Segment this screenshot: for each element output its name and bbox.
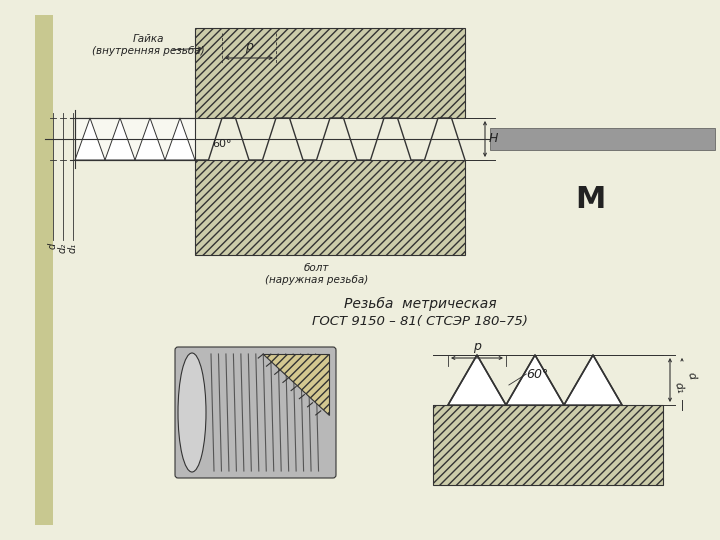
FancyBboxPatch shape xyxy=(175,347,336,478)
Text: Гайка
(внутренняя резьба): Гайка (внутренняя резьба) xyxy=(91,34,204,56)
Polygon shape xyxy=(506,355,564,405)
Bar xyxy=(75,118,195,160)
Text: H: H xyxy=(489,132,498,145)
Text: p: p xyxy=(473,340,481,353)
Bar xyxy=(490,128,715,150)
Text: болт
(наружная резьба): болт (наружная резьба) xyxy=(265,263,368,285)
Polygon shape xyxy=(105,118,135,160)
Text: 60°: 60° xyxy=(526,368,549,381)
Text: Резьба  метрическая: Резьба метрическая xyxy=(343,297,496,311)
Polygon shape xyxy=(564,355,622,405)
Polygon shape xyxy=(135,118,165,160)
Text: d: d xyxy=(686,372,698,381)
Text: d₂: d₂ xyxy=(58,243,68,253)
Polygon shape xyxy=(264,354,329,415)
Text: d₁: d₁ xyxy=(673,381,685,395)
Text: d: d xyxy=(48,243,58,249)
Polygon shape xyxy=(75,118,105,160)
Polygon shape xyxy=(448,355,506,405)
Text: p: p xyxy=(245,40,253,53)
Bar xyxy=(55,285,715,535)
Text: M: M xyxy=(575,186,606,214)
Bar xyxy=(35,15,53,525)
Bar xyxy=(195,28,465,118)
Polygon shape xyxy=(165,118,195,160)
Text: d₁: d₁ xyxy=(68,243,78,253)
Ellipse shape xyxy=(178,353,206,472)
Text: 60°: 60° xyxy=(212,139,232,149)
Bar xyxy=(195,160,465,255)
Text: ГОСТ 9150 – 81( СТСЭР 180–75): ГОСТ 9150 – 81( СТСЭР 180–75) xyxy=(312,315,528,328)
Bar xyxy=(433,405,663,485)
